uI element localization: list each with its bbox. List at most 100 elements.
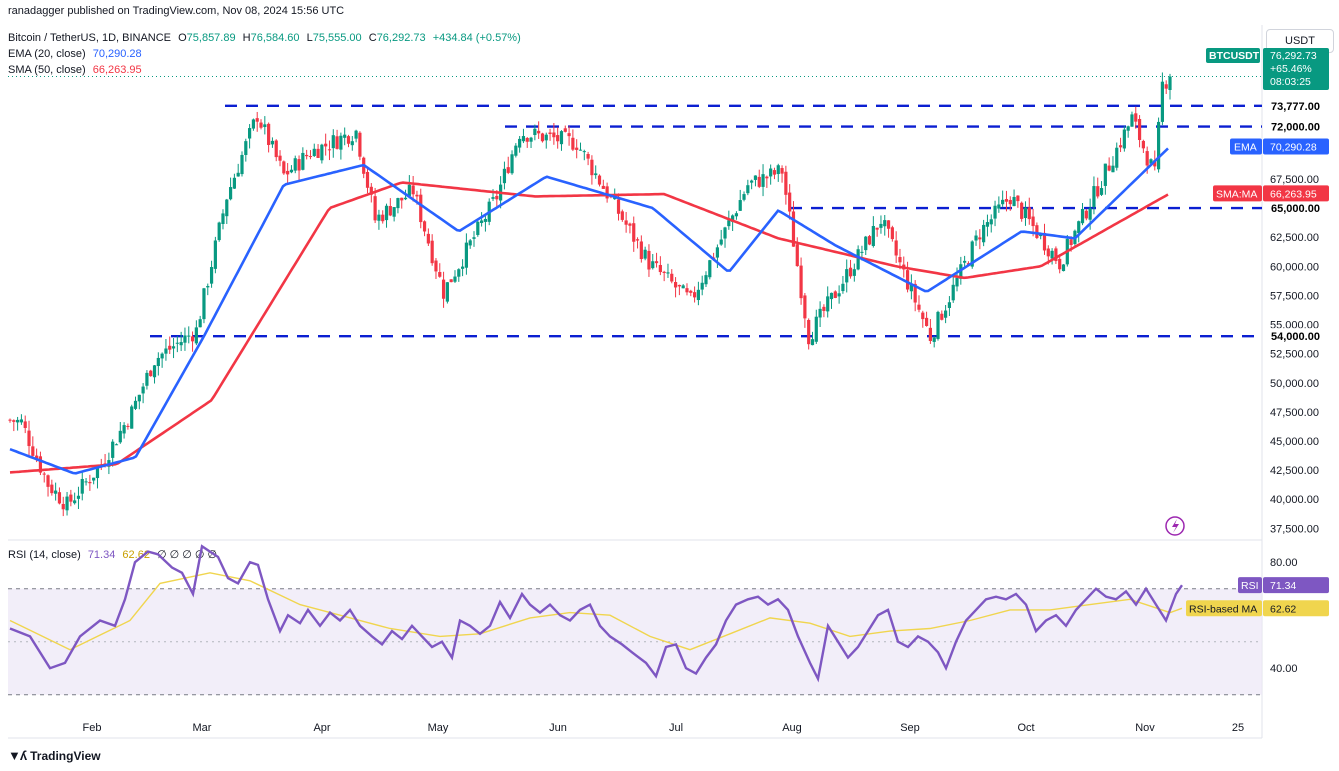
candle-body [658,264,662,273]
candle-body [944,310,948,318]
candle-body [537,130,541,134]
candle-body [483,218,488,222]
candle-body [171,346,176,349]
candle-body [130,406,134,429]
candle-body [1035,225,1039,238]
candle-body [594,173,598,176]
branding-text: TradingView [30,749,101,763]
candle-body [1023,207,1028,219]
candle-body [1122,129,1126,149]
attribution: ranadagger published on TradingView.com,… [8,5,345,17]
candle-body [814,316,818,342]
price-tick-label: 37,500.00 [1270,523,1319,535]
rsi-ma-tag-bg [1263,600,1329,617]
candle-body [445,282,449,302]
candle-body [848,267,853,277]
btcusdt-tag-name-bg [1206,48,1260,63]
candle-body [407,184,411,196]
price-tick-label: 52,500.00 [1270,349,1319,361]
candle-body [324,143,328,147]
symbol-title: Bitcoin / TetherUS, 1D, BINANCE [8,32,172,44]
candle-body [510,154,514,174]
candle-body [852,269,856,276]
sma-legend[interactable]: SMA (50, close) 66,263.95 [8,64,142,76]
candle-body [734,213,739,217]
candle-body [346,136,351,144]
candle-body [578,149,583,151]
candle-body [92,477,96,481]
candle-body [1107,165,1111,171]
rsi-band [8,588,1262,695]
candle-body [133,400,138,409]
candle-body [358,132,362,157]
low-value: 75,555.00 [312,32,362,44]
candle-body [924,317,929,326]
rsi-ma-legend-value: 62.62 [122,549,150,561]
candle-body [525,138,529,142]
candle-body [80,478,84,494]
candle-body [183,335,187,343]
candle-body [883,220,887,227]
candle-body [860,251,864,253]
time-tick-label: Oct [1017,722,1034,734]
candle-body [1130,114,1134,127]
candle-body [875,227,879,230]
rsi-legend[interactable]: RSI (14, close) 71.34 62.62 ∅ ∅ ∅ ∅ ∅ [8,548,217,561]
candle-body [449,279,453,283]
candle-body [841,283,845,292]
candle-body [563,128,567,132]
candle-body [1012,196,1016,207]
candle-body [213,240,217,269]
candle-body [1153,160,1157,167]
candle-body [886,220,891,229]
candle-body [255,118,259,122]
candle-body [795,244,799,267]
candle-body [95,467,100,479]
candle-body [343,134,347,138]
candle-body [715,247,720,258]
candle-body [700,282,704,290]
candle-body [453,276,457,282]
candle-body [438,272,442,277]
candle-body [746,185,750,194]
high-value: 76,584.60 [250,32,300,44]
candle-body [951,284,955,301]
candle-body [989,219,993,225]
candle-body [42,473,46,475]
candle-body [818,308,822,318]
candle-body [833,291,837,298]
candle-body [1004,199,1009,202]
candle-body [38,456,43,473]
candle-body [274,140,278,158]
candle-body [464,242,468,268]
candle-body [350,141,354,146]
ema-legend[interactable]: EMA (20, close) 70,290.28 [8,48,142,60]
candle-body [88,482,92,484]
candle-body [673,282,678,288]
candle-body [529,137,533,142]
candle-body [19,419,24,423]
candle-body [1141,140,1145,149]
candle-body [236,172,240,177]
candle-body [27,430,31,447]
candle-body [643,249,647,259]
candle-body [1099,188,1104,195]
candle-body [1027,207,1031,220]
candle-body [514,145,518,156]
candle-body [871,226,875,247]
candle-body [111,441,115,458]
candle-body [1096,186,1100,197]
candle-body [491,197,495,199]
candle-body [982,224,986,243]
candle-body [179,342,183,346]
rsi-tag-bg [1263,577,1329,594]
candle-body [388,206,392,216]
candle-body [1134,113,1138,122]
candle-body [1077,221,1081,234]
candle-body [985,222,990,227]
candle-body [244,141,248,156]
time-tick-label: Feb [83,722,102,734]
candle-body [970,241,974,267]
candle-body [1164,84,1168,89]
